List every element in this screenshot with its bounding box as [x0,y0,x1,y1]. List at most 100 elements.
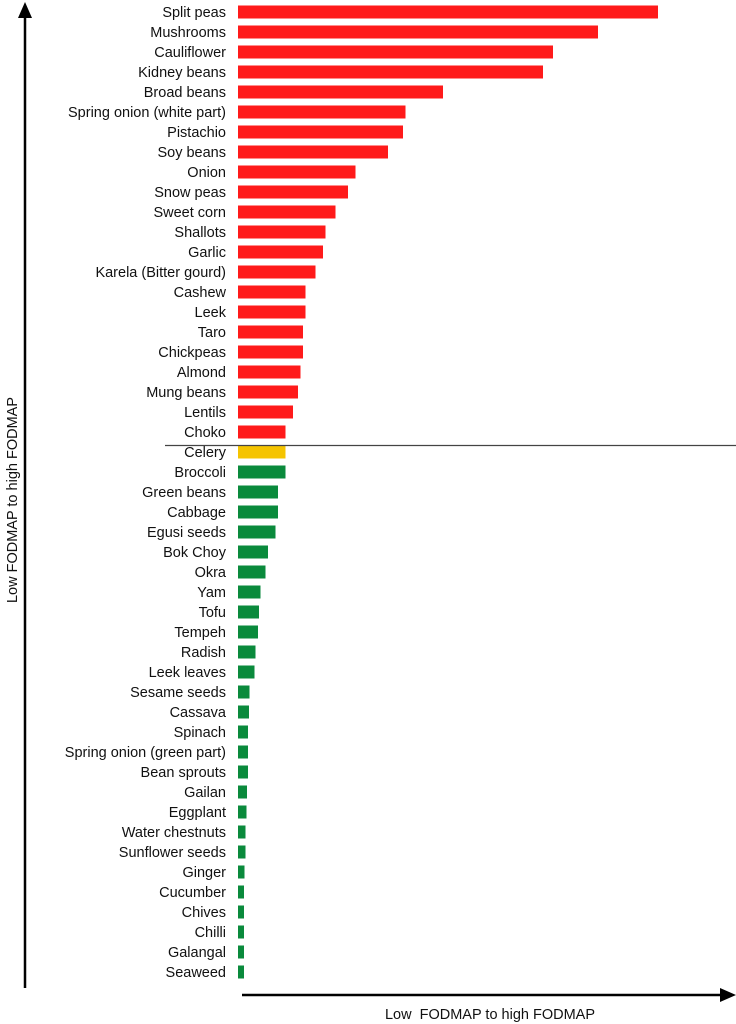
bar-cashew [238,285,306,299]
bar-split-peas [238,5,658,19]
bar-lentils [238,405,293,419]
category-label: Water chestnuts [122,825,226,841]
category-label: Cassava [170,705,227,721]
bar-shallots [238,225,326,239]
category-label: Tempeh [174,625,226,641]
category-label: Sweet corn [153,205,226,221]
category-label: Leek leaves [149,665,226,681]
category-label: Cabbage [167,505,226,521]
bar-tofu [238,605,259,619]
category-label: Taro [198,325,226,341]
bar-leek [238,305,306,319]
bar-spring-onion-green-part [238,745,248,759]
bar-celery [238,445,286,459]
bar-spring-onion-white-part [238,105,406,119]
bar-sesame-seeds [238,685,250,699]
bar-snow-peas [238,185,348,199]
category-label: Spring onion (white part) [68,105,226,121]
x-axis-title: Low FODMAP to high FODMAP [385,1007,595,1023]
category-label: Spinach [174,725,226,741]
category-label: Okra [195,565,227,581]
bar-mung-beans [238,385,298,399]
bar-okra [238,565,266,579]
bar-gailan [238,785,247,799]
bar-sweet-corn [238,205,336,219]
category-label: Galangal [168,945,226,961]
category-label: Cashew [174,285,227,301]
bar-seaweed [238,965,244,979]
bar-cucumber [238,885,244,899]
category-label: Celery [184,445,227,461]
bar-chickpeas [238,345,303,359]
category-label: Bean sprouts [141,765,226,781]
category-label: Broccoli [174,465,226,481]
category-label: Split peas [162,5,226,21]
category-label: Mung beans [146,385,226,401]
bar-chilli [238,925,244,939]
category-label: Soy beans [157,145,226,161]
bar-pistachio [238,125,403,139]
bar-radish [238,645,256,659]
category-label: Snow peas [154,185,226,201]
x-axis-arrowhead [720,988,736,1002]
category-label: Spring onion (green part) [65,745,226,761]
bar-almond [238,365,301,379]
category-label: Egusi seeds [147,525,226,541]
y-axis-arrowhead [18,2,32,18]
bar-broad-beans [238,85,443,99]
category-label: Chives [182,905,226,921]
category-label: Pistachio [167,125,226,141]
bar-cassava [238,705,249,719]
category-label: Green beans [142,485,226,501]
category-label: Kidney beans [138,65,226,81]
category-label: Karela (Bitter gourd) [95,265,226,281]
y-axis-title: Low FODMAP to high FODMAP [5,397,21,603]
bar-yam [238,585,261,599]
category-labels-group: Split peas Mushrooms Cauliflower Kidney bea… [65,5,227,981]
category-label: Eggplant [169,805,226,821]
bar-garlic [238,245,323,259]
category-label: Broad beans [144,85,226,101]
bar-karela-bitter-gourd [238,265,316,279]
bar-choko [238,425,286,439]
bar-green-beans [238,485,278,499]
category-label: Gailan [184,785,226,801]
category-label: Leek [195,305,227,321]
bar-tempeh [238,625,258,639]
category-label: Almond [177,365,226,381]
category-label: Sunflower seeds [119,845,226,861]
category-label: Tofu [199,605,226,621]
category-label: Bok Choy [163,545,227,561]
bar-bean-sprouts [238,765,248,779]
category-label: Radish [181,645,226,661]
bar-chives [238,905,244,919]
category-label: Onion [187,165,226,181]
bar-onion [238,165,356,179]
category-label: Chilli [195,925,226,941]
bar-leek-leaves [238,665,255,679]
category-label: Garlic [188,245,226,261]
category-label: Seaweed [166,965,226,981]
category-label: Ginger [182,865,226,881]
bar-bok-choy [238,545,268,559]
category-label: Sesame seeds [130,685,226,701]
category-label: Cucumber [159,885,226,901]
bar-eggplant [238,805,247,819]
bars-group [238,5,658,979]
bar-cauliflower [238,45,553,59]
bar-mushrooms [238,25,598,39]
bar-broccoli [238,465,286,479]
category-label: Shallots [174,225,226,241]
bar-galangal [238,945,244,959]
category-label: Lentils [184,405,226,421]
category-label: Yam [197,585,226,601]
category-label: Cauliflower [154,45,226,61]
bar-ginger [238,865,245,879]
bar-egusi-seeds [238,525,276,539]
bar-spinach [238,725,248,739]
bar-kidney-beans [238,65,543,79]
category-label: Mushrooms [150,25,226,41]
bar-sunflower-seeds [238,845,246,859]
category-label: Chickpeas [158,345,226,361]
